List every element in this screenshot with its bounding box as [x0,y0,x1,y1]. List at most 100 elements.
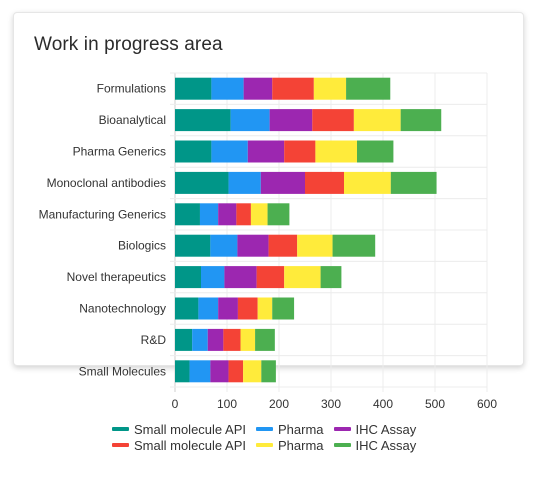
legend-item[interactable]: IHC Assay [333,422,416,437]
bar-segment[interactable] [175,360,190,383]
bar-segment[interactable] [255,328,275,351]
x-tick-label: 600 [477,397,497,411]
legend-label: IHC Assay [355,437,417,453]
legend-item[interactable]: Pharma [256,438,324,453]
bar-segment[interactable] [260,171,305,194]
bar-segment[interactable] [210,234,238,257]
bar-segment[interactable] [261,360,276,383]
bar-segment[interactable] [175,140,212,163]
bar-segment[interactable] [284,266,321,289]
x-tick-label: 0 [172,397,179,411]
bar-segment[interactable] [207,328,224,351]
legend-label: Small molecule API [134,437,246,453]
bar-segment[interactable] [218,297,238,320]
bar-segment[interactable] [175,77,212,100]
bar-segment[interactable] [269,109,313,132]
x-tick-label: 400 [373,397,393,411]
bar-segment[interactable] [400,109,442,132]
legend-label: Pharma [278,437,324,453]
bar-segment[interactable] [237,234,269,257]
x-tick-label: 100 [217,397,237,411]
legend-swatch [256,427,273,431]
y-category-label: Biologics [118,239,166,253]
bar-segment[interactable] [223,328,241,351]
bar-segment[interactable] [257,297,273,320]
bar-segment[interactable] [218,203,237,226]
bar-segment[interactable] [272,77,314,100]
bar-segment[interactable] [175,266,201,289]
bar-segment[interactable] [353,109,401,132]
bar-segment[interactable] [210,360,229,383]
bar-segment[interactable] [315,140,357,163]
y-category-label: R&D [141,333,167,347]
bar-segment[interactable] [240,328,256,351]
legend-label: Pharma [278,421,324,437]
bar-segment[interactable] [243,360,262,383]
legend-label: Small molecule API [134,421,246,437]
legend-row: Small molecule API Pharma IHC Assay [112,421,442,437]
legend-item[interactable]: Small molecule API [112,422,246,437]
bar-segment[interactable] [250,203,268,226]
y-category-label: Pharma Generics [73,145,166,159]
x-tick-label: 300 [321,397,341,411]
bar-segment[interactable] [357,140,394,163]
bar-segment[interactable] [201,266,225,289]
card-title: Work in progress area [34,34,223,55]
bar-segment[interactable] [230,109,270,132]
y-category-label: Novel therapeutics [67,270,166,284]
legend-swatch [112,427,129,431]
legend-swatch [333,443,351,447]
bar-segment[interactable] [189,360,211,383]
bar-segment[interactable] [346,77,391,100]
legend-item[interactable]: Pharma [256,422,324,437]
labels-layer: 0 100 200 300 400 500 600 Formulations Bioanalyt… [39,82,498,411]
legend-swatch [112,443,129,447]
y-category-label: Small Molecules [79,364,166,378]
bar-segment[interactable] [198,297,219,320]
bar-segment[interactable] [320,266,342,289]
bar-segment[interactable] [332,234,376,257]
legend-item[interactable]: IHC Assay [333,437,417,453]
bar-segment[interactable] [175,234,211,257]
bar-segment[interactable] [390,171,437,194]
bar-segment[interactable] [175,203,200,226]
bars-layer [175,77,442,383]
bar-segment[interactable] [305,171,344,194]
bar-segment[interactable] [175,297,199,320]
bar-segment[interactable] [256,266,285,289]
bar-segment[interactable] [237,297,258,320]
x-tick-label: 500 [425,397,445,411]
bar-segment[interactable] [272,297,295,320]
bar-segment[interactable] [192,328,208,351]
bar-segment[interactable] [175,328,193,351]
bar-segment[interactable] [297,234,333,257]
bar-segment[interactable] [313,77,347,100]
bar-segment[interactable] [211,140,248,163]
chart-legend: Small molecule API Pharma IHC Assay Small m… [112,421,442,453]
bar-segment[interactable] [175,109,231,132]
legend-item[interactable]: Small molecule API [112,438,246,453]
bar-segment[interactable] [247,140,285,163]
bar-segment[interactable] [224,266,257,289]
y-category-label: Monoclonal antibodies [47,176,166,190]
bar-segment[interactable] [211,77,244,100]
legend-row: Small molecule API Pharma IHC Assay [112,437,442,453]
bar-segment[interactable] [236,203,251,226]
y-category-label: Formulations [97,82,166,96]
bar-segment[interactable] [199,203,219,226]
legend-swatch [333,427,351,431]
y-category-label: Bioanalytical [99,113,166,127]
x-tick-label: 200 [269,397,289,411]
bar-segment[interactable] [267,203,290,226]
y-category-label: Nanotechnology [79,302,166,316]
y-category-label: Manufacturing Generics [39,207,166,221]
bar-segment[interactable] [344,171,391,194]
bar-segment[interactable] [312,109,354,132]
bar-segment[interactable] [228,171,261,194]
bar-segment[interactable] [228,360,244,383]
legend-swatch [256,443,273,447]
bar-segment[interactable] [243,77,273,100]
bar-segment[interactable] [268,234,298,257]
bar-segment[interactable] [175,171,229,194]
bar-segment[interactable] [284,140,316,163]
